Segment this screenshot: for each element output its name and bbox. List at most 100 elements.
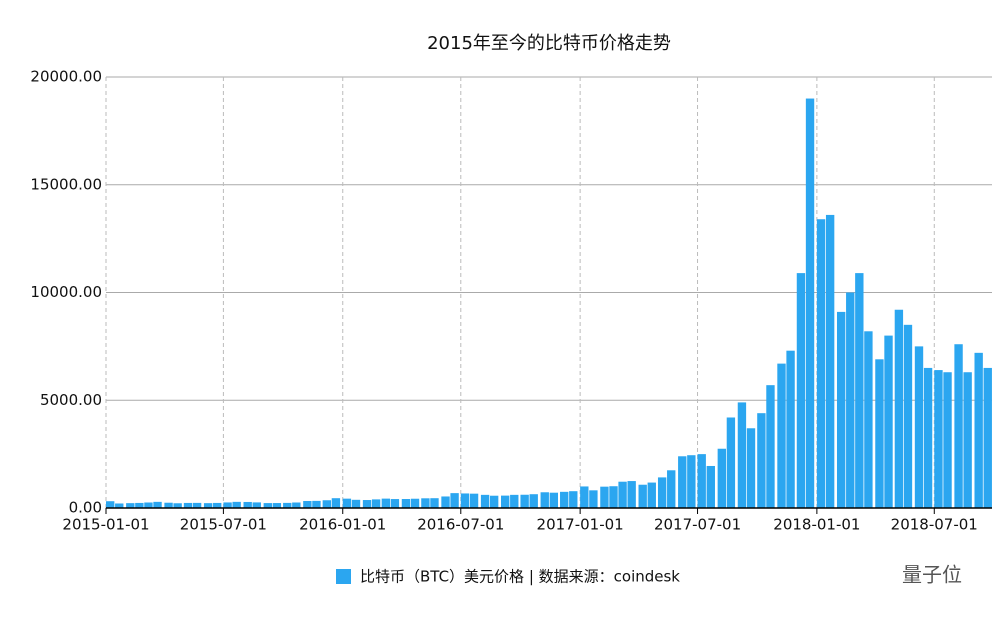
bar xyxy=(746,428,756,508)
bar xyxy=(974,352,983,508)
bar xyxy=(963,372,972,508)
y-tick-label: 15000.00 xyxy=(30,175,102,193)
watermark: 量子位 xyxy=(902,563,962,587)
bar xyxy=(726,417,736,508)
x-tick-label: 2018-01-01 xyxy=(773,516,860,534)
bar xyxy=(875,359,884,508)
x-tick-label: 2017-01-01 xyxy=(537,516,624,534)
bar xyxy=(144,502,153,508)
legend-label: 比特币（BTC）美元价格 | 数据来源：coindesk xyxy=(360,568,680,586)
bar xyxy=(549,492,559,508)
bar xyxy=(609,486,618,508)
x-tick-label: 2016-01-01 xyxy=(299,516,386,534)
bar xyxy=(243,501,252,508)
bar xyxy=(934,370,943,508)
bar xyxy=(192,502,202,508)
bar xyxy=(954,344,963,508)
bar xyxy=(351,499,361,508)
bar xyxy=(766,385,775,508)
bar xyxy=(283,502,292,508)
bar xyxy=(510,494,519,508)
bar xyxy=(903,324,913,508)
bar xyxy=(757,413,766,508)
bar xyxy=(560,491,569,508)
bar xyxy=(183,502,193,508)
bar xyxy=(312,500,321,508)
bar xyxy=(401,499,411,508)
bar xyxy=(135,502,144,508)
bar xyxy=(923,367,933,508)
bar xyxy=(529,494,538,508)
bar xyxy=(421,498,430,508)
bar xyxy=(589,490,598,508)
bar xyxy=(292,502,301,508)
bar xyxy=(678,456,687,508)
bar xyxy=(501,495,510,508)
y-tick-label: 5000.00 xyxy=(40,391,102,409)
bar xyxy=(223,502,232,508)
y-tick-label: 20000.00 xyxy=(30,68,102,86)
bar xyxy=(569,491,578,508)
bar xyxy=(618,481,627,508)
bar xyxy=(173,503,182,508)
bar xyxy=(272,503,282,508)
bar xyxy=(836,311,846,508)
bar xyxy=(697,454,706,508)
bar xyxy=(627,481,636,508)
bar xyxy=(331,498,341,508)
bar xyxy=(520,494,529,508)
chart-title: 2015年至今的比特币价格走势 xyxy=(427,33,671,54)
x-tick-label: 2017-07-01 xyxy=(654,516,741,534)
bar xyxy=(687,455,696,508)
bar xyxy=(657,477,667,508)
bar xyxy=(796,273,806,508)
bar xyxy=(362,500,372,508)
bar xyxy=(717,448,727,508)
bar xyxy=(580,486,589,508)
bar xyxy=(106,501,115,508)
x-tick-label: 2015-07-01 xyxy=(180,516,267,534)
bar xyxy=(914,346,924,508)
bar xyxy=(342,498,352,508)
bar xyxy=(846,292,855,508)
bar xyxy=(441,496,450,508)
bar xyxy=(825,214,835,509)
bar xyxy=(816,219,826,509)
bar xyxy=(390,499,400,508)
bar xyxy=(540,492,549,508)
bar xyxy=(232,501,241,508)
bar xyxy=(983,367,992,508)
bar xyxy=(203,503,213,508)
bar xyxy=(213,502,222,508)
bar xyxy=(252,502,261,508)
bar xyxy=(864,331,873,508)
bar xyxy=(410,498,420,508)
bar xyxy=(126,503,135,508)
bar xyxy=(450,493,459,508)
x-tick-label: 2018-07-01 xyxy=(891,516,978,534)
bar xyxy=(460,493,470,508)
bar xyxy=(777,363,786,508)
bar xyxy=(469,493,479,508)
bar xyxy=(115,503,124,508)
bar xyxy=(371,499,381,508)
bar xyxy=(153,501,162,508)
bar xyxy=(786,350,795,508)
bar xyxy=(667,470,676,508)
bar xyxy=(638,484,647,508)
y-tick-label: 0.00 xyxy=(69,499,102,517)
bar xyxy=(737,402,747,508)
bar xyxy=(884,335,893,508)
bar xyxy=(600,486,609,508)
bar xyxy=(855,273,864,508)
legend-swatch xyxy=(336,569,351,584)
y-tick-label: 10000.00 xyxy=(30,283,102,301)
bar xyxy=(303,500,312,508)
bar xyxy=(164,502,173,508)
bar xyxy=(805,98,815,509)
bar xyxy=(381,498,391,508)
bar xyxy=(894,309,904,508)
bar xyxy=(943,372,952,508)
